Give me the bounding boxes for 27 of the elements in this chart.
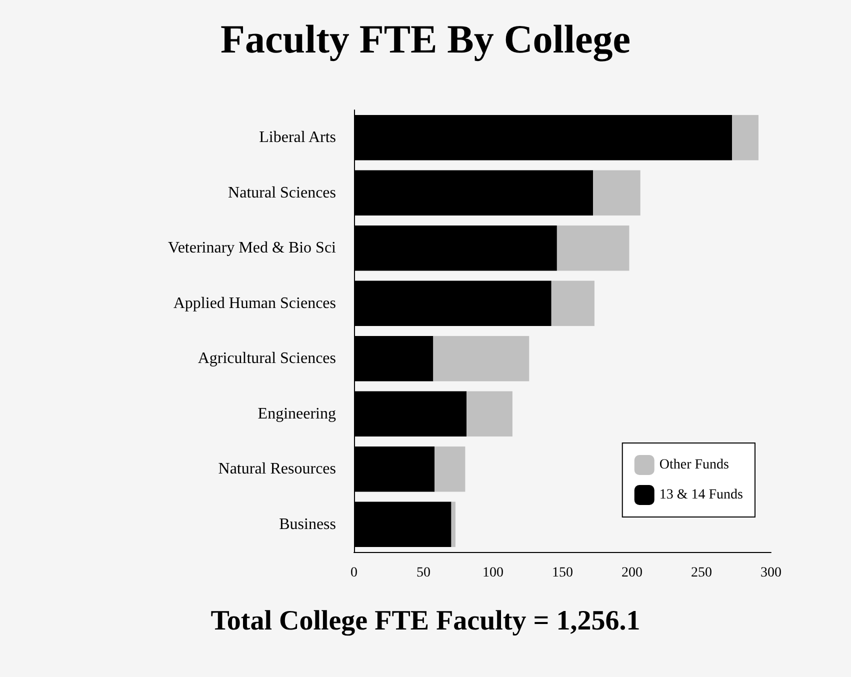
x-tick-label: 150 (552, 566, 573, 580)
y-tick-label: Natural Sciences (228, 184, 336, 202)
bar (433, 336, 530, 382)
y-tick-label: Agricultural Sciences (198, 350, 336, 368)
y-tick-label: Engineering (258, 405, 336, 422)
bar (593, 170, 640, 216)
y-tick-label: Applied Human Sciences (173, 294, 336, 312)
x-tick-label: 100 (482, 566, 504, 580)
chart-title: Faculty FTE By College (220, 16, 630, 62)
y-tick-label: Business (279, 516, 336, 533)
bar (556, 225, 630, 271)
y-tick-label: Liberal Arts (259, 129, 336, 146)
x-tick-label: 300 (760, 566, 782, 580)
bar (732, 114, 758, 160)
bar (451, 502, 456, 548)
legend-label: Other Funds (659, 458, 729, 472)
bar (466, 391, 512, 437)
x-tick-label: 50 (416, 566, 430, 580)
bar (551, 280, 594, 326)
x-tick-label: 0 (350, 566, 358, 580)
text: Total College FTE Faculty = 1,256.1 (210, 606, 640, 636)
x-tick-label: 250 (691, 566, 712, 580)
bar (434, 446, 466, 492)
y-tick-label: Veterinary Med & Bio Sci (168, 240, 337, 257)
legend-label: 13 & 14 Funds (659, 488, 743, 502)
y-tick-label: Natural Resources (218, 460, 336, 478)
x-tick-label: 200 (622, 566, 642, 580)
